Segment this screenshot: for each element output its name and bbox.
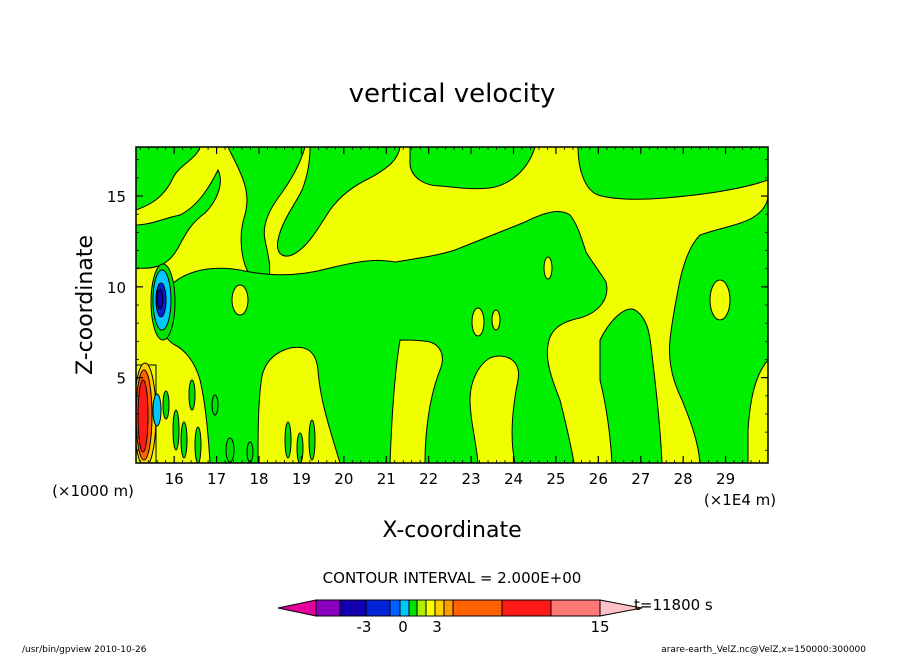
x-tick-label-16: 16 (165, 470, 184, 488)
colorbar-label-15: 15 (590, 618, 609, 636)
contour-field (136, 147, 768, 463)
y-axis: 5 10 15 (107, 159, 768, 451)
chart-title: vertical velocity (349, 79, 556, 109)
colorbar-label-3: 3 (432, 618, 442, 636)
y-axis-label: Z-coordinate (73, 235, 98, 375)
colorbar-segment (315, 599, 341, 617)
x-tick-label-28: 28 (674, 470, 693, 488)
x-tick-label-22: 22 (419, 470, 438, 488)
colorbar-segment (389, 599, 401, 617)
colorbar-segment (452, 599, 503, 617)
y-tick-label-5: 5 (116, 370, 126, 388)
y-tick-label-10: 10 (107, 279, 126, 297)
contour-interval: CONTOUR INTERVAL = 2.000E+00 (323, 569, 582, 587)
footer-right: arare-earth_VelZ.nc@VelZ,x=150000:300000 (661, 645, 866, 654)
updraft-regions (136, 147, 768, 463)
updraft-core (136, 362, 170, 463)
colorbar-segment (399, 599, 410, 617)
colorbar-segment (408, 599, 418, 617)
x-tick-label-18: 18 (249, 470, 268, 488)
colorbar-segment (416, 599, 427, 617)
colorbar-label--3: -3 (357, 618, 372, 636)
x-tick-label-23: 23 (462, 470, 481, 488)
colorbar-label-0: 0 (398, 618, 408, 636)
yellow-islands (231, 256, 731, 337)
y-tick-label-15: 15 (107, 188, 126, 206)
colorbar: -3 0 3 15 (277, 599, 643, 636)
x-tick-label-29: 29 (716, 470, 735, 488)
x-tick-label-27: 27 (631, 470, 650, 488)
x-unit-label: (×1E4 m) (704, 491, 776, 509)
colorbar-segment (434, 599, 445, 617)
x-tick-label-21: 21 (377, 470, 396, 488)
x-tick-label-24: 24 (504, 470, 523, 488)
x-tick-label-26: 26 (589, 470, 608, 488)
x-tick-label-19: 19 (292, 470, 311, 488)
footer-left: /usr/bin/gpview 2010-10-26 (22, 645, 147, 654)
colorbar-left-arrow (277, 599, 317, 617)
colorbar-segment (550, 599, 601, 617)
colorbar-segment (339, 599, 367, 617)
surface-cells (172, 379, 316, 463)
colorbar-right-arrow (599, 599, 643, 617)
time-label: t=11800 s (634, 596, 713, 614)
x-tick-label-25: 25 (546, 470, 565, 488)
colorbar-segment (501, 599, 552, 617)
x-axis: 16 17 18 19 20 21 22 23 24 25 26 27 28 29 (139, 147, 769, 488)
x-axis-label: X-coordinate (382, 518, 521, 543)
colorbar-segment (425, 599, 436, 617)
colorbar-segment (365, 599, 391, 617)
colorbar-segment (443, 599, 454, 617)
y-unit-label: (×1000 m) (52, 482, 134, 500)
downdraft-core (150, 263, 176, 341)
x-tick-label-20: 20 (334, 470, 353, 488)
x-tick-label-17: 17 (207, 470, 226, 488)
